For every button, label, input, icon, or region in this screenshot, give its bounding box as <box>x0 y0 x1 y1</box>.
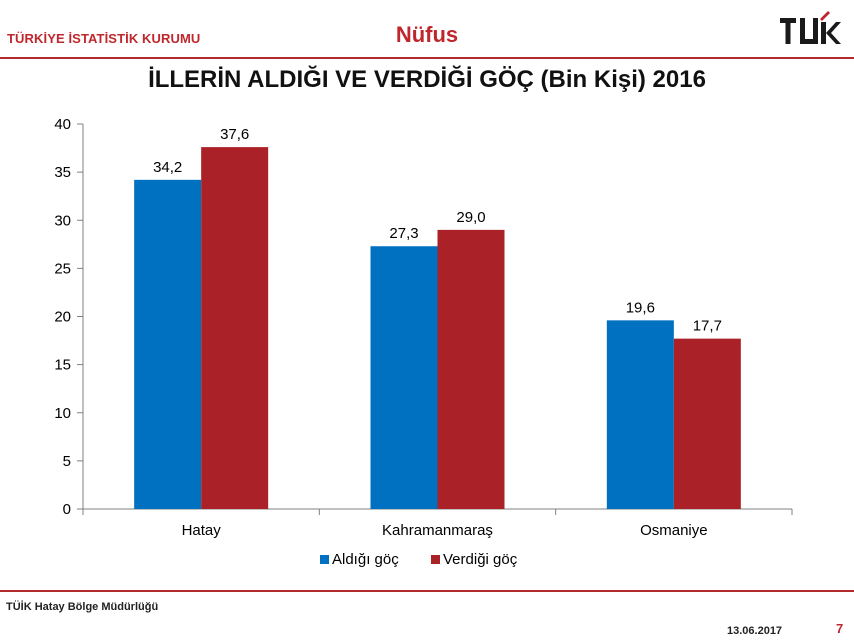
tuik-logo-icon <box>780 11 841 44</box>
bar <box>673 338 741 509</box>
footer-date: 13.06.2017 <box>727 625 783 637</box>
bar <box>370 246 438 510</box>
legend-swatch <box>320 555 329 564</box>
office-name: TÜİK Hatay Bölge Müdürlüğü <box>6 601 159 613</box>
y-tick-label: 0 <box>63 501 71 518</box>
data-label: 27,3 <box>389 225 418 242</box>
y-tick-label: 10 <box>54 405 71 422</box>
bar <box>134 179 202 509</box>
bar <box>606 320 674 509</box>
legend-label: Aldığı göç <box>332 551 399 568</box>
y-tick-label: 15 <box>54 357 71 374</box>
legend-swatch <box>431 555 440 564</box>
page-number: 7 <box>836 621 844 636</box>
section-title: Nüfus <box>395 22 459 47</box>
data-label: 34,2 <box>153 159 182 176</box>
y-tick-label: 5 <box>63 453 71 470</box>
y-tick-label: 25 <box>54 260 71 277</box>
organization-name: TÜRKİYE İSTATİSTİK KURUMU <box>7 31 201 46</box>
y-tick-label: 40 <box>54 116 71 133</box>
data-label: 37,6 <box>220 126 249 143</box>
header-divider <box>0 57 854 59</box>
y-tick-label: 20 <box>54 309 71 326</box>
footer-divider <box>0 590 854 592</box>
x-tick-label: Kahramanmaraş <box>382 522 493 539</box>
bar <box>201 147 269 509</box>
data-label: 29,0 <box>456 209 485 226</box>
y-tick-label: 35 <box>54 164 71 181</box>
x-tick-label: Hatay <box>182 522 222 539</box>
data-label: 19,6 <box>626 299 655 316</box>
bar-chart: 0 5 10 15 20 25 30 35 40 Hatay 34,2 37,6 Kahramanma… <box>54 116 793 568</box>
bar <box>437 229 505 509</box>
x-tick-label: Osmaniye <box>640 522 708 539</box>
legend-label: Verdiği göç <box>443 551 518 568</box>
data-label: 17,7 <box>693 318 722 335</box>
y-tick-label: 30 <box>54 212 71 229</box>
chart-title: İLLERİN ALDIĞI VE VERDİĞİ GÖÇ (Bin Kişi)… <box>148 66 706 93</box>
